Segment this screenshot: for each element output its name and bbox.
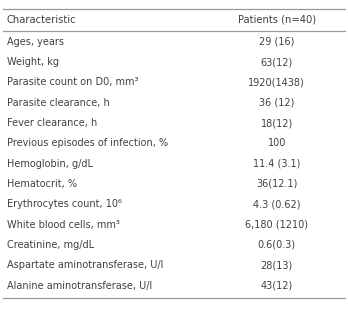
- Text: 100: 100: [268, 138, 286, 148]
- Text: Weight, kg: Weight, kg: [7, 57, 59, 67]
- Text: 18(12): 18(12): [261, 118, 293, 128]
- Text: 28(13): 28(13): [261, 260, 293, 270]
- Text: 4.3 (0.62): 4.3 (0.62): [253, 199, 300, 209]
- Text: Characteristic: Characteristic: [7, 15, 77, 25]
- Text: 11.4 (3.1): 11.4 (3.1): [253, 159, 300, 169]
- Text: Parasite count on D0, mm³: Parasite count on D0, mm³: [7, 77, 139, 87]
- Text: 63(12): 63(12): [261, 57, 293, 67]
- Text: White blood cells, mm³: White blood cells, mm³: [7, 220, 120, 230]
- Text: Patients (n=40): Patients (n=40): [238, 15, 316, 25]
- Text: 6,180 (1210): 6,180 (1210): [245, 220, 308, 230]
- Text: 43(12): 43(12): [261, 281, 293, 290]
- Text: Ages, years: Ages, years: [7, 37, 64, 47]
- Text: 0.6(0.3): 0.6(0.3): [258, 240, 296, 250]
- Text: Hematocrit, %: Hematocrit, %: [7, 179, 77, 189]
- Text: 1920(1438): 1920(1438): [248, 77, 305, 87]
- Text: Creatinine, mg/dL: Creatinine, mg/dL: [7, 240, 94, 250]
- Text: Previous episodes of infection, %: Previous episodes of infection, %: [7, 138, 168, 148]
- Text: 36 (12): 36 (12): [259, 98, 294, 108]
- Text: Erythrocytes count, 10⁶: Erythrocytes count, 10⁶: [7, 199, 122, 209]
- Text: Hemoglobin, g/dL: Hemoglobin, g/dL: [7, 159, 93, 169]
- Text: Parasite clearance, h: Parasite clearance, h: [7, 98, 110, 108]
- Text: 29 (16): 29 (16): [259, 37, 294, 47]
- Text: Alanine aminotransferase, U/l: Alanine aminotransferase, U/l: [7, 281, 152, 290]
- Text: Fever clearance, h: Fever clearance, h: [7, 118, 97, 128]
- Text: Aspartate aminotransferase, U/l: Aspartate aminotransferase, U/l: [7, 260, 163, 270]
- Text: 36(12.1): 36(12.1): [256, 179, 297, 189]
